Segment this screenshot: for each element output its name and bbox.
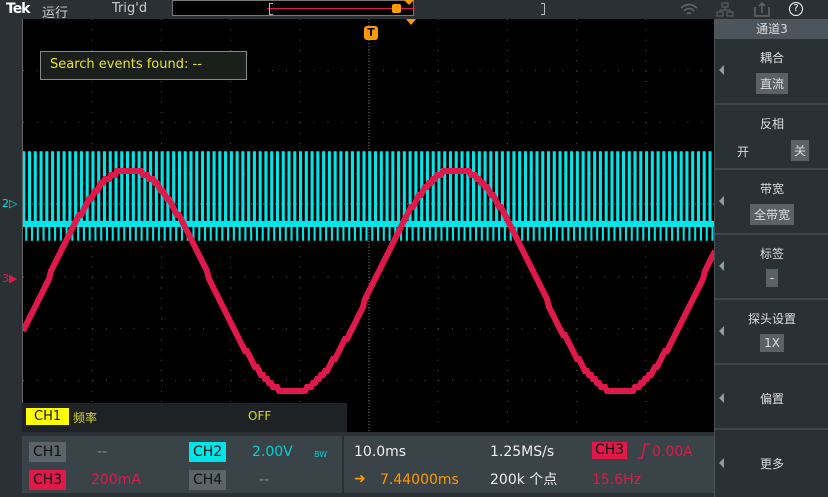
menu-arrow-icon (719, 326, 724, 336)
label-label: 标签 (759, 247, 784, 261)
ch3-waveform (20, 168, 718, 394)
ch1-scale: -- (97, 444, 108, 460)
label-value: - (765, 269, 779, 287)
search-events-readout: Search events found: -- (40, 51, 247, 80)
channel-panel: CH1 -- CH2 2.00V BW CH3 200mA CH4 -- (22, 436, 342, 493)
invert-off[interactable]: 关 (791, 140, 810, 161)
record-length: 200k 个点 (490, 472, 558, 488)
ch2-bandwidth-limit: BW (314, 450, 328, 459)
overview-line (267, 8, 415, 9)
menu-title: 通道3 (715, 19, 828, 39)
ch3-marker-label: 3 (2, 272, 9, 285)
run-state[interactable]: 运行 (42, 6, 69, 21)
invert-on[interactable]: 开 (737, 145, 750, 159)
record-overview[interactable] (172, 0, 545, 16)
wifi-icon[interactable] (680, 3, 698, 17)
horizontal-scale[interactable]: 10.0ms (354, 444, 407, 460)
menu-arrow-icon (719, 65, 724, 75)
overview-bracket-left (269, 3, 273, 15)
menu-offset[interactable]: 偏置 (715, 365, 828, 430)
ch1-button[interactable]: CH1 (29, 442, 67, 462)
menu-arrow-icon (719, 393, 724, 403)
ch3-scale: 200mA (91, 472, 141, 488)
menu-bandwidth[interactable]: 带宽 全带宽 (715, 170, 828, 235)
waveform-display[interactable]: T (20, 19, 718, 432)
ch4-button[interactable]: CH4 (189, 470, 227, 490)
channel3-menu: 通道3 耦合 直流 反相 开 关 带宽 全带宽 标签 - 探头设置 1X 偏置 … (714, 19, 828, 497)
tek-logo: Tek (6, 1, 30, 17)
rising-edge-icon (637, 443, 650, 459)
more-label: 更多 (759, 457, 784, 471)
probe-setup-label: 探头设置 (747, 312, 796, 326)
measurement-value: OFF (248, 409, 272, 423)
menu-arrow-icon (719, 458, 724, 468)
trigger-state: Trig'd (112, 1, 148, 16)
position-arrow-icon: ➜ (354, 471, 366, 487)
trigger-position-icon[interactable] (404, 0, 414, 5)
offset-label: 偏置 (759, 392, 784, 406)
bandwidth-label: 带宽 (759, 182, 784, 196)
help-icon[interactable]: ? (789, 2, 803, 16)
trigger-source[interactable]: CH3 (592, 442, 628, 459)
coupling-value: 直流 (755, 73, 788, 94)
menu-coupling[interactable]: 耦合 直流 (715, 39, 828, 105)
invert-label: 反相 (759, 117, 784, 131)
trigger-level: 0.00A (652, 444, 693, 460)
waveform-canvas (20, 19, 718, 432)
horizontal-position[interactable]: 7.44000ms (380, 472, 459, 488)
trigger-time-marker (406, 19, 416, 25)
left-marker-strip: 2▷ 3▶ (0, 19, 21, 497)
menu-arrow-icon (719, 196, 724, 206)
network-icon[interactable] (716, 2, 734, 17)
ch2-scale: 2.00V (252, 444, 293, 460)
ch2-baseline-band (23, 221, 715, 227)
ch2-button[interactable]: CH2 (189, 442, 227, 462)
menu-arrow-icon (719, 261, 724, 271)
overview-trigger-icon (392, 4, 401, 13)
ch4-scale: -- (259, 472, 270, 488)
ch2-marker-label: 2 (2, 197, 9, 210)
coupling-label: 耦合 (759, 51, 784, 65)
trigger-icon: T (364, 26, 378, 40)
menu-invert[interactable]: 反相 开 关 (715, 105, 828, 170)
trigger-frequency: 15.6Hz (592, 472, 642, 488)
bandwidth-value: 全带宽 (749, 204, 794, 225)
menu-more[interactable]: 更多 (715, 430, 828, 497)
sample-rate: 1.25MS/s (490, 444, 555, 460)
export-icon[interactable] (754, 2, 770, 17)
measurement-channel: CH1 (26, 408, 70, 425)
measurement-type: 频率 (73, 411, 98, 425)
measurement-bar[interactable]: CH1 频率 OFF (22, 403, 347, 432)
probe-setup-value: 1X (760, 334, 784, 352)
timebase-trigger-panel[interactable]: 10.0ms 1.25MS/s CH3 0.00A ➜ 7.44000ms 20… (344, 436, 714, 493)
menu-label[interactable]: 标签 - (715, 235, 828, 300)
overview-bracket-right (541, 3, 545, 15)
menu-probe-setup[interactable]: 探头设置 1X (715, 300, 828, 365)
ch2-marker[interactable]: 2▷ (2, 197, 18, 210)
ch3-button[interactable]: CH3 (29, 470, 67, 490)
ch3-marker[interactable]: 3▶ (2, 272, 18, 285)
status-bar: Tek 运行 Trig'd ? (0, 0, 828, 21)
